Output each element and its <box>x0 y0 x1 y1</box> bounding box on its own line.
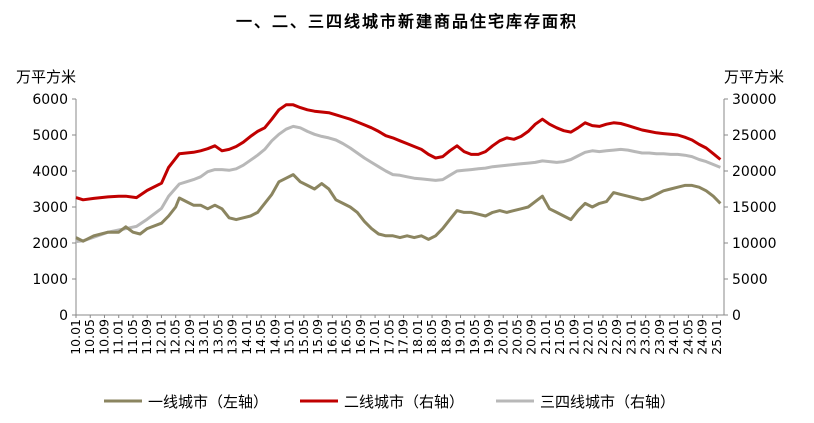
right-tick-label: 30000 <box>732 92 777 108</box>
x-tick-label: 18.05 <box>424 319 439 355</box>
x-tick-label: 23.09 <box>652 319 667 355</box>
x-tick-label: 11.09 <box>139 319 154 355</box>
series-line-1 <box>75 173 722 243</box>
right-tick-label: 15000 <box>732 200 777 216</box>
x-tick-label: 18.09 <box>438 319 453 355</box>
x-tick-label: 12.01 <box>153 319 168 355</box>
tick-labels: 0 1000 2000 3000 4000 5000 6000 0 5000 10000 15000… <box>16 68 784 355</box>
x-tick-label: 16.01 <box>324 319 339 355</box>
x-tick-label: 10.09 <box>96 319 111 355</box>
right-tick-label: 10000 <box>732 236 777 252</box>
legend-label-3: 三四线城市（右轴） <box>540 393 675 411</box>
x-tick-label: 20.01 <box>495 319 510 355</box>
axes <box>72 98 728 318</box>
series-line-2 <box>75 103 722 202</box>
right-tick-label: 0 <box>732 308 741 324</box>
x-tick-label: 17.09 <box>396 319 411 355</box>
x-tick-label: 15.09 <box>310 319 325 355</box>
x-tick-label: 19.09 <box>481 319 496 355</box>
x-tick-label: 24.05 <box>680 319 695 355</box>
x-tick-label: 21.01 <box>538 319 553 355</box>
x-tick-label: 11.01 <box>111 319 126 355</box>
x-tick-label: 25.01 <box>709 319 724 355</box>
x-tick-label: 21.05 <box>552 319 567 355</box>
left-tick-label: 4000 <box>32 164 68 180</box>
x-tick-label: 22.01 <box>581 319 596 355</box>
x-tick-label: 11.05 <box>125 319 140 355</box>
right-tick-label: 20000 <box>732 164 777 180</box>
x-tick-label: 14.09 <box>267 319 282 355</box>
legend: 一线城市（左轴） 二线城市（右轴） 三四线城市（右轴） <box>104 393 675 411</box>
left-tick-label: 1000 <box>32 272 68 288</box>
x-tick-label: 22.05 <box>595 319 610 355</box>
x-tick-label: 10.05 <box>82 319 97 355</box>
series-line-3 <box>75 124 721 244</box>
x-tick-label: 21.09 <box>566 319 581 355</box>
x-tick-label: 20.09 <box>524 319 539 355</box>
x-tick-label: 19.01 <box>453 319 468 355</box>
x-tick-label: 18.01 <box>410 319 425 355</box>
x-tick-label: 20.05 <box>509 319 524 355</box>
x-tick-label: 15.01 <box>282 319 297 355</box>
x-tick-label: 13.05 <box>210 319 225 355</box>
x-tick-label: 14.01 <box>239 319 254 355</box>
x-tick-label: 24.01 <box>666 319 681 355</box>
x-tick-label: 13.01 <box>196 319 211 355</box>
x-tick-label: 22.09 <box>609 319 624 355</box>
x-tick-label: 19.05 <box>467 319 482 355</box>
x-tick-label: 12.05 <box>168 319 183 355</box>
x-tick-label: 16.09 <box>353 319 368 355</box>
x-tick-label: 13.09 <box>225 319 240 355</box>
x-tick-label: 23.01 <box>623 319 638 355</box>
left-tick-label: 5000 <box>32 128 68 144</box>
x-tick-label: 10.01 <box>68 319 83 355</box>
legend-label-1: 一线城市（左轴） <box>148 393 268 411</box>
x-tick-label: 24.09 <box>695 319 710 355</box>
x-tick-label: 15.05 <box>296 319 311 355</box>
x-tick-label: 16.05 <box>339 319 354 355</box>
x-tick-label: 23.05 <box>638 319 653 355</box>
right-tick-label: 5000 <box>732 272 768 288</box>
left-tick-label: 2000 <box>32 236 68 252</box>
legend-label-2: 二线城市（右轴） <box>344 393 464 411</box>
series-lines <box>75 103 722 244</box>
right-tick-label: 25000 <box>732 128 777 144</box>
left-axis-unit: 万平方米 <box>16 68 76 86</box>
chart-title: 一、二、三四线城市新建商品住宅库存面积 <box>235 12 578 31</box>
left-tick-label: 3000 <box>32 200 68 216</box>
left-tick-label: 6000 <box>32 92 68 108</box>
x-tick-label: 17.05 <box>381 319 396 355</box>
x-tick-label: 14.05 <box>253 319 268 355</box>
x-tick-label: 12.09 <box>182 319 197 355</box>
right-axis-unit: 万平方米 <box>724 68 784 86</box>
left-tick-label: 0 <box>59 308 68 324</box>
x-tick-label: 17.01 <box>367 319 382 355</box>
